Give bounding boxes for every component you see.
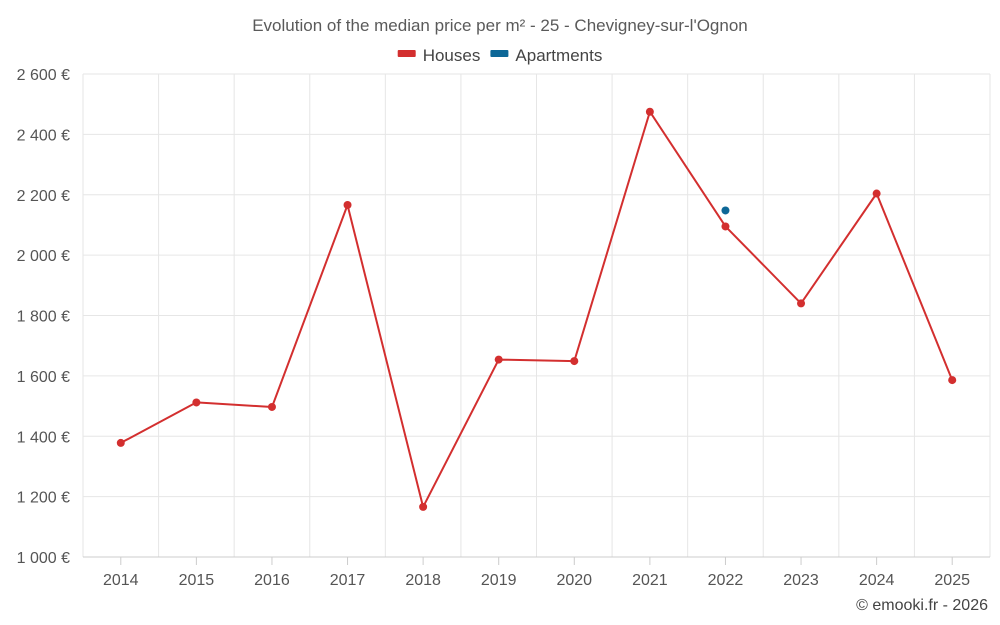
y-tick-label: 1 400 € (17, 429, 70, 446)
x-tick-label: 2021 (632, 572, 668, 589)
data-point-apartments (721, 206, 730, 215)
x-tick-label: 2017 (330, 572, 366, 589)
y-tick-label: 2 200 € (17, 188, 70, 205)
y-tick-label: 1 800 € (17, 309, 70, 326)
data-point-houses (721, 222, 730, 231)
series-line-houses (120, 110, 954, 508)
data-point-houses (797, 299, 806, 308)
legend-item-apartments: Apartments (490, 46, 602, 65)
y-tick-label: 1 000 € (17, 550, 70, 567)
chart-title: Evolution of the median price per m² - 2… (252, 16, 748, 35)
data-point-houses (192, 398, 201, 407)
data-point-houses (419, 502, 428, 511)
legend-label-houses: Houses (423, 46, 481, 65)
series (116, 107, 957, 511)
data-point-houses (570, 357, 579, 366)
legend: Houses Apartments (397, 46, 602, 65)
legend-label-apartments: Apartments (515, 46, 602, 65)
y-tick-label: 2 000 € (17, 248, 70, 265)
series-houses (116, 107, 957, 511)
data-point-houses (267, 402, 276, 411)
data-point-houses (116, 438, 125, 447)
legend-swatch-houses (397, 50, 416, 57)
x-tick-label: 2023 (783, 572, 819, 589)
grid (82, 73, 991, 557)
credit-text: © emooki.fr - 2026 (856, 597, 988, 614)
data-point-houses (343, 201, 352, 210)
x-tick-label: 2018 (405, 572, 441, 589)
x-tick-label: 2014 (103, 572, 139, 589)
data-point-houses (645, 107, 654, 116)
y-tick-label: 1 200 € (17, 490, 70, 507)
x-tick-label: 2024 (859, 572, 895, 589)
series-apartments (721, 206, 730, 215)
legend-swatch-apartments (490, 50, 509, 57)
axes: 1 000 € 1 200 € 1 400 € 1 600 € 1 800 € 2 000… (17, 67, 990, 589)
x-tick-label: 2025 (934, 572, 970, 589)
x-tick-label: 2022 (708, 572, 744, 589)
data-point-houses (872, 189, 881, 198)
y-tick-label: 1 600 € (17, 369, 70, 386)
legend-item-houses: Houses (397, 46, 481, 65)
x-tick-label: 2016 (254, 572, 290, 589)
y-tick-label: 2 400 € (17, 127, 70, 144)
data-point-houses (494, 355, 503, 364)
y-tick-label: 2 600 € (17, 67, 70, 84)
x-tick-label: 2019 (481, 572, 517, 589)
x-tick-label: 2020 (556, 572, 592, 589)
x-tick-label: 2015 (179, 572, 215, 589)
data-point-houses (948, 376, 957, 385)
